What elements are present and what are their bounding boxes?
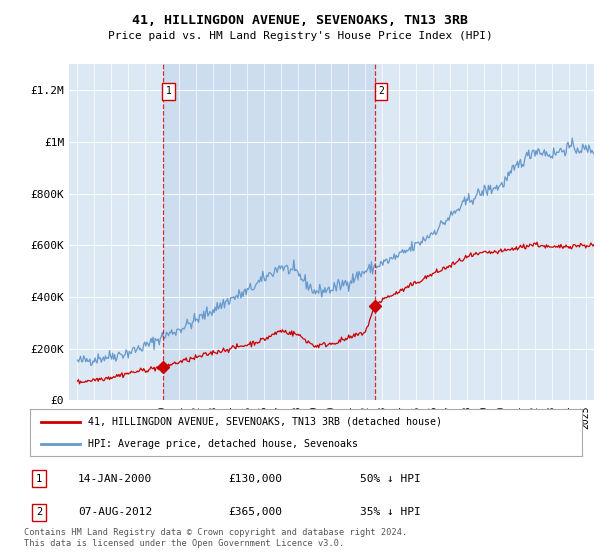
Bar	[163, 64, 375, 400]
Text: 2: 2	[36, 507, 42, 517]
Text: 07-AUG-2012: 07-AUG-2012	[78, 507, 152, 517]
Text: 41, HILLINGDON AVENUE, SEVENOAKS, TN13 3RB: 41, HILLINGDON AVENUE, SEVENOAKS, TN13 3…	[132, 14, 468, 27]
Text: 41, HILLINGDON AVENUE, SEVENOAKS, TN13 3RB (detached house): 41, HILLINGDON AVENUE, SEVENOAKS, TN13 3…	[88, 417, 442, 427]
Text: Price paid vs. HM Land Registry's House Price Index (HPI): Price paid vs. HM Land Registry's House …	[107, 31, 493, 41]
Text: 1: 1	[36, 474, 42, 484]
Text: 50% ↓ HPI: 50% ↓ HPI	[360, 474, 421, 484]
Text: 35% ↓ HPI: 35% ↓ HPI	[360, 507, 421, 517]
Text: Contains HM Land Registry data © Crown copyright and database right 2024.
This d: Contains HM Land Registry data © Crown c…	[24, 528, 407, 548]
Text: £365,000: £365,000	[228, 507, 282, 517]
Text: 14-JAN-2000: 14-JAN-2000	[78, 474, 152, 484]
Text: HPI: Average price, detached house, Sevenoaks: HPI: Average price, detached house, Seve…	[88, 438, 358, 449]
Text: 2: 2	[378, 86, 384, 96]
Text: £130,000: £130,000	[228, 474, 282, 484]
Text: 1: 1	[166, 86, 172, 96]
